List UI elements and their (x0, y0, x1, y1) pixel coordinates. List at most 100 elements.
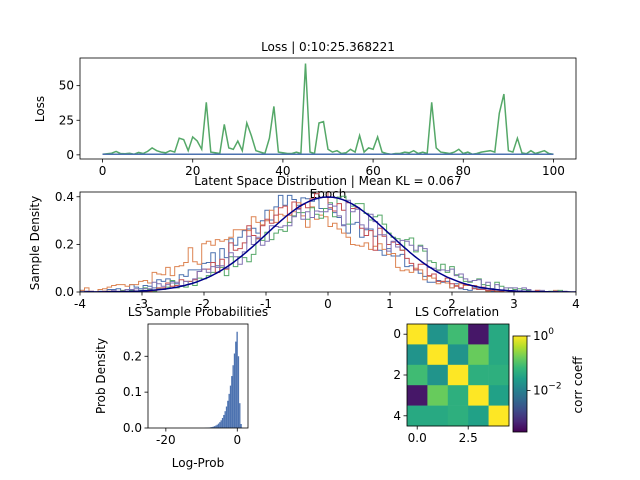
heatmap-cell (468, 385, 489, 406)
loss-xtick-label: 20 (185, 164, 200, 178)
hist-bar (237, 356, 240, 428)
hist-bar (229, 385, 232, 428)
latent-xtick-label: 3 (510, 297, 518, 311)
hist-ytick-label: 0.2 (123, 349, 142, 363)
heatmap-cell (407, 324, 428, 345)
heatmap-cell (447, 385, 469, 406)
latent-ytick-label: 0.2 (55, 237, 74, 251)
latent-xtick-label: 4 (572, 297, 580, 311)
hist-bar (231, 376, 233, 428)
heatmap-cell (447, 324, 469, 345)
latent-xtick-label: 1 (386, 297, 394, 311)
hist-xtick-label: 0 (233, 433, 241, 447)
hist-xlabel: Log-Prob (172, 456, 224, 470)
hist-bar (227, 400, 229, 428)
hist-bar (235, 341, 237, 428)
heatmap-ytick-label: 4 (393, 409, 401, 423)
heatmap-cell (447, 364, 469, 386)
hist-ylabel: Prob Density (94, 338, 108, 414)
loss-xtick-label: 40 (275, 164, 290, 178)
colorbar-tick-exp: 0 (548, 327, 554, 337)
probabilities-chart: LS Sample Probabilities -20 0 0.0 0.1 0.2 Pr… (94, 305, 268, 470)
hist-bar (213, 426, 216, 428)
latent-axes-frame (79, 191, 577, 293)
colorbar-label: corr coeff (571, 356, 585, 414)
heatmap-cell (407, 344, 428, 366)
latent-hist-series (80, 199, 576, 292)
colorbar-tick-base: 10 (533, 384, 548, 398)
heatmap-ytick-label: 0 (393, 327, 401, 341)
heatmap-cell (427, 364, 449, 386)
heatmap-cell (407, 385, 428, 406)
latent-title: Latent Space Distribution | Mean KL = 0.… (194, 174, 461, 188)
hist-bar (221, 417, 224, 428)
loss-ytick-label: 0 (66, 148, 74, 162)
hist-ytick-label: 0.0 (123, 421, 142, 435)
loss-ytick-label: 50 (59, 79, 74, 93)
latent-ylabel: Sample Density (28, 196, 42, 290)
loss-xtick-label: 0 (99, 164, 107, 178)
hist-bar (223, 414, 225, 428)
heatmap-ytick-label: 2 (393, 368, 401, 382)
latent-hist-series (80, 202, 576, 292)
hist-bar (219, 422, 221, 428)
heatmap-cell (488, 344, 510, 366)
heatmap-cell (427, 344, 449, 366)
loss-ytick-label: 25 (59, 113, 74, 127)
latent-series-group (80, 192, 576, 292)
loss-xtick-label: 80 (456, 164, 471, 178)
hist-bar (212, 426, 214, 428)
latent-hist-series (80, 194, 576, 292)
heatmap-cell (488, 364, 510, 386)
heatmap-xtick-label: 0.0 (408, 431, 427, 445)
colorbar-tick-label: 10−2 (533, 382, 562, 398)
heatmap-cell (468, 364, 489, 386)
corr-title: LS Correlation (415, 305, 499, 319)
heatmap-cell (468, 344, 489, 366)
colorbar-tick-base: 10 (533, 329, 548, 343)
hist-bar (240, 424, 242, 428)
hist-bar (239, 403, 241, 428)
heatmap-cell (447, 344, 469, 366)
loss-chart: Loss | 0:10:25.368221 Loss Epoch 0 20 40 60… (33, 40, 577, 201)
heatmap-cell (407, 405, 428, 427)
loss-title: Loss | 0:10:25.368221 (261, 40, 395, 54)
heatmap-cell (427, 405, 449, 427)
colorbar-tick-exp: −2 (548, 382, 561, 392)
hist-axes-frame (147, 323, 249, 429)
hist-bar (224, 411, 226, 428)
heatmap-cell (488, 385, 510, 406)
latent-xtick-label: 2 (448, 297, 456, 311)
hist-bar (228, 393, 230, 428)
loss-axes-frame (79, 57, 577, 160)
loss-xtick-label: 100 (542, 164, 565, 178)
loss-xtick-label: 60 (365, 164, 380, 178)
hist-bar (211, 427, 213, 428)
latent-ytick-label: 0.4 (55, 190, 74, 204)
latent-xtick-label: -1 (260, 297, 272, 311)
hist-bar (225, 406, 228, 428)
latent-ytick-label: 0.0 (55, 285, 74, 299)
heatmap-cell (407, 364, 428, 386)
hist-bar (215, 425, 217, 428)
colorbar-tick-label: 100 (533, 327, 554, 343)
latent-hist-series (80, 192, 576, 292)
latent-chart: -4 -3 -2 -1 0 1 2 3 4 0.0 0.2 0.4 Latent Space Dist… (28, 174, 580, 311)
hist-xtick-label: -20 (156, 433, 176, 447)
latent-xtick-label: 0 (324, 297, 332, 311)
loss-ylabel: Loss (33, 96, 47, 122)
hist-ytick-label: 0.1 (123, 385, 142, 399)
heatmap-cell (488, 405, 510, 427)
hist-bar (220, 420, 222, 428)
heatmap-cell (468, 405, 489, 427)
heatmap-cell (488, 324, 510, 345)
heatmap-cell (447, 405, 469, 427)
heatmap-cell (427, 385, 449, 406)
colorbar (512, 335, 528, 433)
latent-xtick-label: -2 (198, 297, 210, 311)
heatmap-cell (427, 324, 449, 345)
hist-bar (216, 424, 218, 428)
heatmap-xtick-label: 2.5 (459, 431, 478, 445)
